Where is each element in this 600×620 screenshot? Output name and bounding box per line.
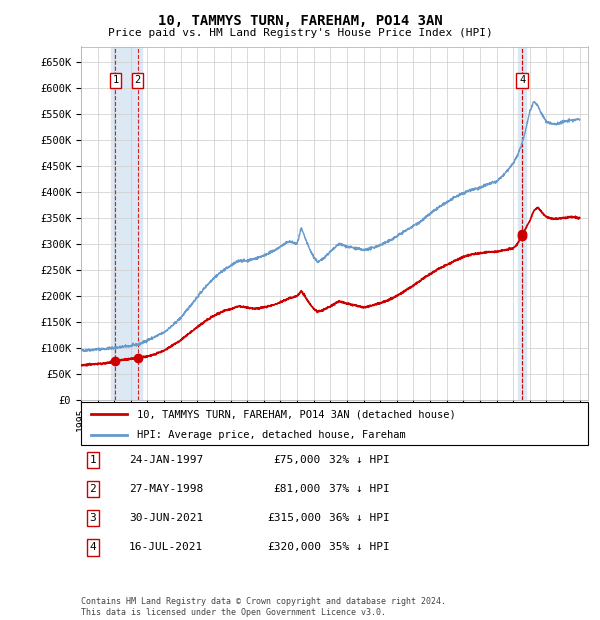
Text: 1: 1: [112, 75, 119, 86]
Text: 3: 3: [89, 513, 97, 523]
Text: £75,000: £75,000: [274, 455, 321, 465]
Text: £81,000: £81,000: [274, 484, 321, 494]
Text: 32% ↓ HPI: 32% ↓ HPI: [329, 455, 389, 465]
Text: 4: 4: [89, 542, 97, 552]
Bar: [518, 46, 526, 400]
Text: 10, TAMMYS TURN, FAREHAM, PO14 3AN: 10, TAMMYS TURN, FAREHAM, PO14 3AN: [158, 14, 442, 28]
Text: Contains HM Land Registry data © Crown copyright and database right 2024.
This d: Contains HM Land Registry data © Crown c…: [81, 598, 446, 617]
Text: 2: 2: [89, 484, 97, 494]
Text: 24-JAN-1997: 24-JAN-1997: [129, 455, 203, 465]
Text: 1: 1: [89, 455, 97, 465]
Text: 10, TAMMYS TURN, FAREHAM, PO14 3AN (detached house): 10, TAMMYS TURN, FAREHAM, PO14 3AN (deta…: [137, 409, 455, 419]
Text: 4: 4: [519, 75, 525, 86]
Text: 37% ↓ HPI: 37% ↓ HPI: [329, 484, 389, 494]
Text: £320,000: £320,000: [267, 542, 321, 552]
Text: 30-JUN-2021: 30-JUN-2021: [129, 513, 203, 523]
Text: 27-MAY-1998: 27-MAY-1998: [129, 484, 203, 494]
Text: 35% ↓ HPI: 35% ↓ HPI: [329, 542, 389, 552]
Text: 16-JUL-2021: 16-JUL-2021: [129, 542, 203, 552]
Text: 2: 2: [134, 75, 141, 86]
Text: Price paid vs. HM Land Registry's House Price Index (HPI): Price paid vs. HM Land Registry's House …: [107, 28, 493, 38]
Bar: [111, 46, 142, 400]
Text: £315,000: £315,000: [267, 513, 321, 523]
Text: 36% ↓ HPI: 36% ↓ HPI: [329, 513, 389, 523]
Text: HPI: Average price, detached house, Fareham: HPI: Average price, detached house, Fare…: [137, 430, 406, 440]
